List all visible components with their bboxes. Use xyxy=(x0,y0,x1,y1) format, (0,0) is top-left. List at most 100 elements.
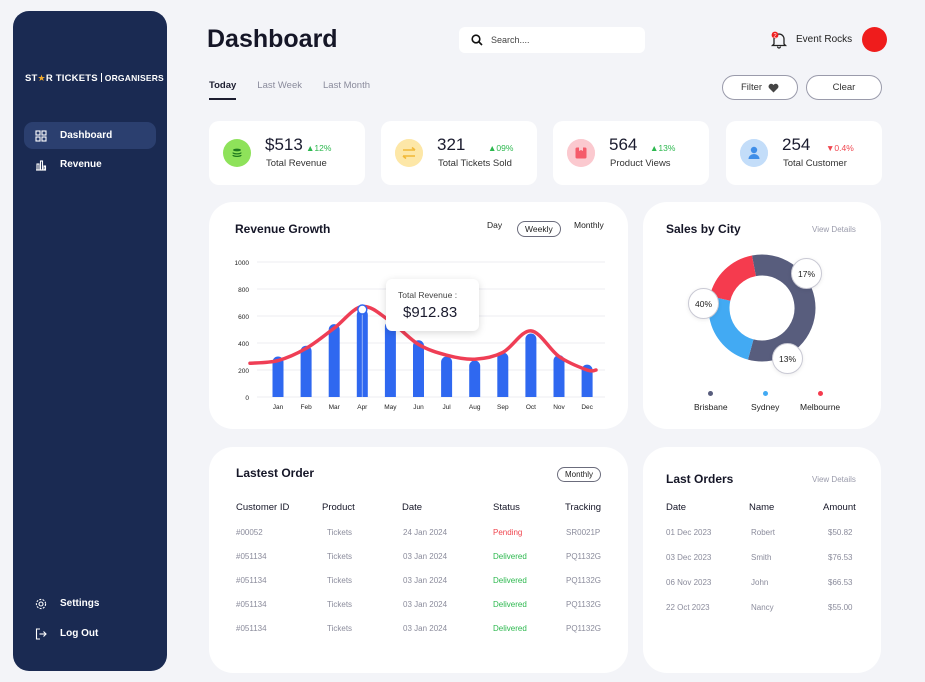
table-cell: #051134 xyxy=(236,624,267,633)
table-cell: #00052 xyxy=(236,528,263,537)
sidebar: ST★R TICKETS ORGANISERS Dashboard Revenue… xyxy=(13,11,167,671)
search-bar[interactable] xyxy=(459,27,645,53)
latest-order-filter[interactable]: Monthly xyxy=(557,467,602,482)
sidebar-item-settings[interactable]: Settings xyxy=(24,590,156,617)
transfer-icon xyxy=(395,139,423,167)
stat-value: $513 xyxy=(265,135,303,154)
stack-icon xyxy=(223,139,251,167)
revenue-tooltip: Total Revenue : $912.83 xyxy=(386,279,479,331)
stat-value: 321 xyxy=(437,135,466,154)
table-cell: $50.82 xyxy=(828,528,853,537)
table-cell: 24 Jan 2024 xyxy=(403,528,448,537)
legend-brisbane: Brisbane xyxy=(694,391,728,412)
table-cell: Tickets xyxy=(327,576,353,585)
star-icon: ★ xyxy=(37,73,46,83)
last-orders-view-details-link[interactable]: View Details xyxy=(812,475,856,484)
table-header: Name xyxy=(749,502,775,513)
table-cell: PQ1132G xyxy=(566,576,601,585)
table-header: Status xyxy=(493,502,520,513)
table-cell: 03 Jan 2024 xyxy=(403,576,448,585)
stat-card-tickets-sold: 321 ▲09% Total Tickets Sold xyxy=(381,121,537,185)
table-cell: PQ1132G xyxy=(566,552,601,561)
latest-order-card xyxy=(209,447,628,673)
stat-change: ▼0.4% xyxy=(826,143,854,153)
notification-count: 2 xyxy=(773,33,777,39)
tab-last-week[interactable]: Last Week xyxy=(257,80,302,91)
table-cell: 03 Jan 2024 xyxy=(403,624,448,633)
table-cell: SR0021P xyxy=(566,528,601,537)
stat-card-total-revenue: $513 ▲12% Total Revenue xyxy=(209,121,365,185)
period-day[interactable]: Day xyxy=(487,220,503,230)
table-cell: #051134 xyxy=(236,600,267,609)
sales-title: Sales by City xyxy=(666,222,741,236)
table-cell: Delivered xyxy=(493,576,527,585)
stat-label: Total Customer xyxy=(783,158,847,169)
table-cell: Robert xyxy=(751,528,776,537)
legend-melbourne: Melbourne xyxy=(800,391,840,412)
sales-view-details-link[interactable]: View Details xyxy=(812,225,856,234)
tab-last-month[interactable]: Last Month xyxy=(323,80,370,91)
up-arrow-icon: ▲ xyxy=(488,143,497,153)
stat-card-total-customer: 254 ▼0.4% Total Customer xyxy=(726,121,882,185)
table-cell: $66.53 xyxy=(828,578,853,587)
table-cell: 01 Dec 2023 xyxy=(666,528,712,537)
stat-change: ▲13% xyxy=(650,143,676,153)
table-header: Tracking xyxy=(565,502,602,513)
table-cell: Smith xyxy=(751,553,772,562)
search-input[interactable] xyxy=(491,35,631,45)
table-cell: $76.53 xyxy=(828,553,853,562)
filter-button[interactable]: Filter xyxy=(722,75,798,100)
donut-badge-melbourne: 13% xyxy=(772,343,803,374)
table-cell: $55.00 xyxy=(828,603,853,612)
table-cell: Delivered xyxy=(493,624,527,633)
table-cell: 03 Jan 2024 xyxy=(403,600,448,609)
page-title: Dashboard xyxy=(207,25,338,53)
stat-label: Total Revenue xyxy=(266,158,327,169)
table-cell: Tickets xyxy=(327,528,353,537)
last-orders-card xyxy=(643,447,881,673)
sidebar-item-dashboard[interactable]: Dashboard xyxy=(24,122,156,149)
table-cell: Tickets xyxy=(327,624,353,633)
last-orders-title: Last Orders xyxy=(666,472,734,486)
up-arrow-icon: ▲ xyxy=(306,143,315,153)
tooltip-value: $912.83 xyxy=(403,304,458,321)
bell-icon[interactable]: 2 xyxy=(770,31,788,49)
table-cell: 06 Nov 2023 xyxy=(666,578,712,587)
tab-today[interactable]: Today xyxy=(209,80,237,100)
user-icon xyxy=(740,139,768,167)
sidebar-item-revenue[interactable]: Revenue xyxy=(24,151,156,178)
stat-card-product-views: 564 ▲13% Product Views xyxy=(553,121,709,185)
clear-button[interactable]: Clear xyxy=(806,75,882,100)
user-area: 2 Event Rocks xyxy=(770,27,888,52)
table-cell: Tickets xyxy=(327,600,353,609)
table-header: Date xyxy=(402,502,423,513)
table-header: Product xyxy=(322,502,355,513)
table-cell: John xyxy=(751,578,769,587)
table-cell: 22 Oct 2023 xyxy=(666,603,710,612)
box-icon xyxy=(567,139,595,167)
dashboard-icon xyxy=(35,129,47,142)
logout-icon xyxy=(35,627,47,640)
table-cell: #051134 xyxy=(236,576,267,585)
revenue-title: Revenue Growth xyxy=(235,222,331,236)
chart-icon xyxy=(36,159,47,171)
down-arrow-icon: ▼ xyxy=(826,143,835,153)
search-icon xyxy=(471,34,483,46)
table-header: Amount xyxy=(823,502,856,513)
table-cell: Tickets xyxy=(327,552,353,561)
table-cell: Nancy xyxy=(751,603,774,612)
stat-change: ▲12% xyxy=(306,143,332,153)
avatar[interactable] xyxy=(862,27,888,52)
tooltip-label: Total Revenue : xyxy=(398,290,458,300)
up-arrow-icon: ▲ xyxy=(650,143,659,153)
user-name: Event Rocks xyxy=(796,34,853,45)
table-cell: Delivered xyxy=(493,600,527,609)
period-weekly[interactable]: Weekly xyxy=(517,221,561,237)
period-monthly[interactable]: Monthly xyxy=(574,220,604,230)
legend-sydney: Sydney xyxy=(751,391,779,412)
sidebar-item-logout[interactable]: Log Out xyxy=(24,620,156,647)
stat-value: 254 xyxy=(782,135,811,154)
table-header: Date xyxy=(666,502,687,513)
stat-change: ▲09% xyxy=(488,143,514,153)
donut-badge-brisbane: 40% xyxy=(688,288,719,319)
